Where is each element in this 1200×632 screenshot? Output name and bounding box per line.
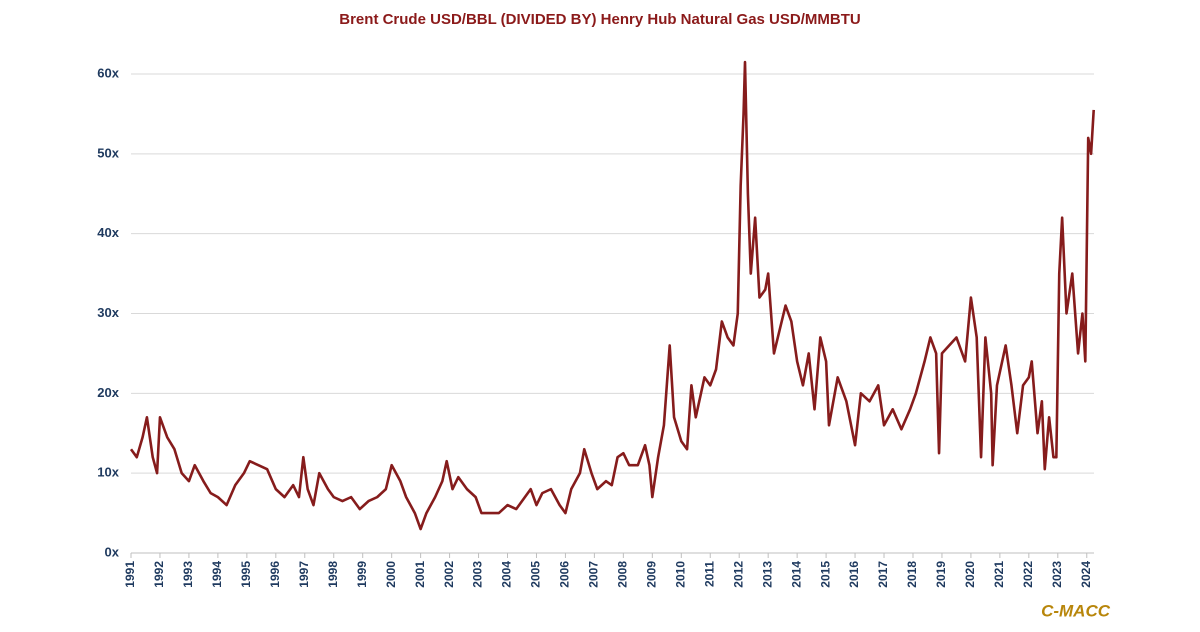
y-tick-label: 40x [97,225,119,240]
y-tick-label: 30x [97,305,119,320]
x-tick-label: 1994 [210,561,224,588]
x-tick-label: 2014 [789,561,803,588]
x-tick-label: 1993 [181,561,195,588]
x-tick-label: 2013 [760,561,774,588]
x-tick-label: 2015 [818,561,832,588]
x-tick-label: 2023 [1050,561,1064,588]
x-tick-label: 2001 [413,561,427,588]
x-tick-label: 2019 [934,561,948,588]
x-tick-label: 1995 [239,561,253,588]
x-tick-label: 2006 [558,561,572,588]
x-tick-label: 2003 [471,561,485,588]
x-tick-label: 2007 [587,561,601,588]
x-tick-label: 2002 [442,561,456,588]
y-tick-label: 10x [97,465,119,480]
x-tick-label: 2018 [905,561,919,588]
x-tick-label: 1999 [355,561,369,588]
x-tick-label: 1998 [326,561,340,588]
x-tick-label: 2008 [616,561,630,588]
x-tick-label: 2000 [384,561,398,588]
x-tick-label: 1996 [268,561,282,588]
data-line [129,60,1096,531]
chart-title: Brent Crude USD/BBL (DIVIDED BY) Henry H… [339,11,860,28]
x-tick-label: 2004 [500,561,514,588]
x-tick-label: 2021 [992,561,1006,588]
x-tick-label: 2016 [847,561,861,588]
x-tick-label: 2005 [529,561,543,588]
x-tick-label: 2012 [731,561,745,588]
x-tick-label: 2024 [1079,561,1093,588]
x-tick-label: 2010 [673,561,687,588]
x-tick-label: 2017 [876,561,890,588]
x-tick-label: 1997 [297,561,311,588]
y-tick-label: 0x [105,544,120,559]
x-tick-label: 1991 [123,561,137,588]
y-tick-label: 50x [97,145,119,160]
x-tick-label: 2020 [963,561,977,588]
x-tick-label: 2009 [644,561,658,588]
x-tick-label: 2011 [702,561,716,587]
x-tick-label: 2022 [1021,561,1035,588]
x-tick-label: 1992 [152,561,166,588]
y-tick-label: 60x [97,65,119,80]
source-label: C-MACC [1041,601,1111,620]
y-tick-label: 20x [97,385,119,400]
